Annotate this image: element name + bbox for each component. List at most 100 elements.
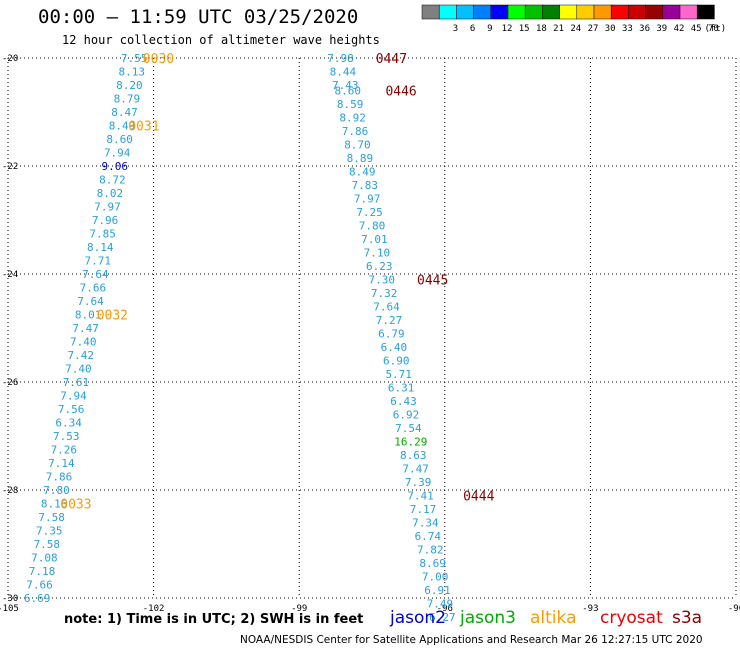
legend-unit: (ft)	[705, 24, 727, 34]
wave-height-value: 7.66	[80, 282, 107, 295]
wave-height-value: 7.56	[58, 403, 85, 416]
wave-height-value: 8.20	[116, 79, 143, 92]
wave-height-value: 7.98	[327, 52, 354, 65]
time-label: 0444	[463, 489, 494, 504]
wave-height-value: 7.47	[72, 322, 99, 335]
wave-height-value: 8.49	[349, 165, 376, 178]
legend-swatch	[696, 4, 715, 20]
time-label: 0445	[417, 273, 448, 288]
credit-line: NOAA/NESDIS Center for Satellite Applica…	[240, 634, 703, 646]
legend-label: 3	[453, 24, 458, 34]
legend-label: 39	[656, 24, 667, 34]
wave-height-value: 6.69	[24, 592, 51, 605]
time-label: 0030	[143, 52, 174, 67]
wave-height-value: 8.70	[344, 138, 371, 151]
y-tick-label: -20	[2, 54, 18, 64]
wave-height-value: 8.16	[41, 498, 68, 511]
x-tick-label: -102	[143, 604, 165, 614]
legend-label: 24	[570, 24, 581, 34]
legend-label: 18	[536, 24, 547, 34]
wave-height-value: 8.59	[337, 98, 364, 111]
wave-height-value: 7.01	[361, 233, 388, 246]
wave-height-value: 8.89	[347, 152, 374, 165]
wave-height-value: 7.14	[48, 457, 75, 470]
wave-height-value: 7.25	[356, 206, 383, 219]
wave-height-value: 7.35	[36, 525, 63, 538]
wave-height-value: 8.13	[119, 66, 146, 79]
wave-height-value: 7.55	[121, 52, 148, 65]
wave-height-value: 6.34	[55, 417, 82, 430]
color-legend: 3 6 9 12 15 18 21 24 27 30 33 36 39 42 45 70(ft)	[421, 4, 727, 34]
wave-height-value: 7.97	[354, 192, 381, 205]
wave-height-value: 7.64	[82, 268, 109, 281]
satellite-jason2: jason2	[390, 608, 446, 628]
wave-height-value: 8.92	[339, 111, 366, 124]
legend-label: 27	[588, 24, 599, 34]
page-subtitle: 12 hour collection of altimeter wave hei…	[62, 33, 380, 47]
wave-height-value: 8.01	[75, 309, 102, 322]
wave-height-value: 7.64	[373, 300, 400, 313]
y-tick-label: -26	[2, 378, 18, 388]
wave-height-value: 7.53	[53, 430, 80, 443]
wave-height-value: 8.44	[330, 66, 357, 79]
x-tick-label: -90	[728, 604, 740, 614]
legend-label: 6	[470, 24, 475, 34]
wave-height-value: 7.86	[342, 125, 369, 138]
wave-height-value: 7.94	[60, 390, 87, 403]
wave-height-value: 16.29	[394, 435, 427, 448]
wave-height-value: 7.34	[412, 516, 439, 529]
x-tick-label: -105	[0, 604, 19, 614]
legend-label: 15	[519, 24, 530, 34]
wave-height-value: 6.43	[390, 395, 417, 408]
wave-height-value: 8.14	[87, 241, 114, 254]
wave-height-value: 8.79	[114, 93, 141, 106]
wave-height-value: 6.92	[393, 408, 420, 421]
wave-height-value: 7.47	[402, 462, 429, 475]
satellite-s3a: s3a	[672, 608, 703, 628]
wave-height-value: 7.10	[364, 246, 391, 259]
legend-label: 45	[691, 24, 702, 34]
wave-height-value: 7.58	[34, 538, 61, 551]
wave-height-value: 7.08	[31, 552, 58, 565]
wave-height-value: 9.06	[102, 160, 129, 173]
x-tick-label: -96	[437, 604, 453, 614]
wave-height-value: 8.69	[419, 557, 446, 570]
wave-height-value: 7.83	[351, 179, 378, 192]
wave-height-value: 8.60	[106, 133, 133, 146]
wave-height-value: 7.00	[422, 570, 449, 583]
wave-height-value: 7.41	[407, 489, 434, 502]
wave-height-value: 7.17	[410, 503, 437, 516]
satellite-jason3: jason3	[460, 608, 516, 628]
wave-height-value: 7.49	[427, 597, 454, 610]
wave-height-value: 6.27	[429, 611, 456, 624]
x-tick-label: -93	[582, 604, 598, 614]
y-tick-label: -22	[2, 162, 18, 172]
time-label: 0033	[60, 498, 91, 513]
wave-height-value: 7.30	[368, 273, 395, 286]
time-label: 0032	[97, 309, 128, 324]
legend-label: 70	[708, 24, 719, 34]
wave-height-value: 7.82	[417, 543, 444, 556]
wave-height-value: 8.63	[400, 449, 427, 462]
wave-height-value: 7.66	[26, 579, 53, 592]
wave-height-value: 6.91	[424, 584, 451, 597]
wave-height-value: 6.31	[388, 381, 415, 394]
wave-height-value: 6.23	[366, 260, 393, 273]
wave-height-value: 7.64	[77, 295, 104, 308]
wave-height-value: 7.85	[89, 228, 116, 241]
wave-height-value: 7.71	[85, 255, 112, 268]
wave-height-value: 7.40	[70, 336, 97, 349]
wave-height-value: 7.42	[68, 349, 95, 362]
legend-label: 42	[674, 24, 685, 34]
wave-height-value: 5.71	[385, 368, 412, 381]
wave-height-value: 8.47	[111, 106, 138, 119]
legend-label: 33	[622, 24, 633, 34]
wave-height-value: 7.54	[395, 422, 422, 435]
wave-height-value: 7.86	[46, 471, 73, 484]
wave-height-value: 7.26	[51, 444, 78, 457]
time-label: 0447	[376, 52, 407, 67]
wave-height-value: 7.39	[405, 476, 432, 489]
wave-height-value: 7.43	[332, 79, 359, 92]
